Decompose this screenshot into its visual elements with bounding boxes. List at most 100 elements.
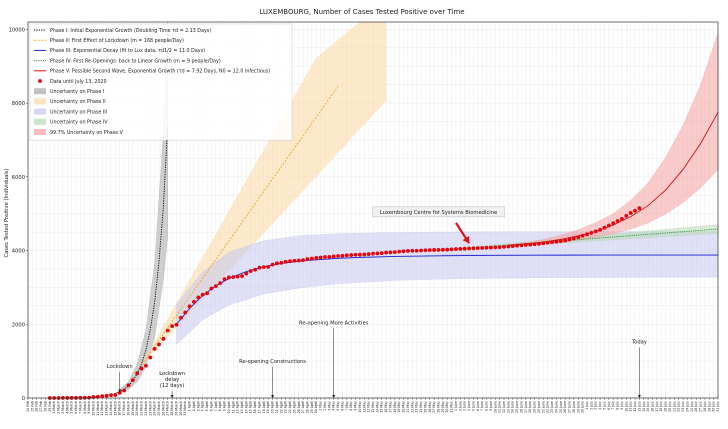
x-tick-label: 21 May — [406, 401, 410, 413]
x-tick-label: 19 May — [397, 401, 401, 413]
data-points — [47, 206, 642, 400]
x-tick-label: 4 April — [201, 401, 205, 411]
data-point — [279, 260, 284, 265]
data-point — [318, 255, 323, 260]
x-tick-label: 17 July — [655, 401, 659, 412]
x-tick-label: 7 July — [611, 401, 615, 410]
data-point — [419, 248, 423, 253]
chart-title: LUXEMBOURG, Number of Cases Tested Posit… — [259, 8, 464, 16]
x-tick-label: 31 July — [716, 401, 720, 412]
axes: 24 Feb 25 Feb 26 Feb 27 Feb 28 Feb 29 Feb 1 Ma… — [8, 21, 720, 416]
x-tick-label: 5 May — [336, 401, 340, 411]
x-tick-label: 30 June — [581, 401, 585, 413]
data-point — [117, 390, 122, 395]
annotation-arrowhead — [170, 395, 174, 398]
data-point — [571, 236, 576, 241]
x-tick-label: 26 April — [297, 401, 301, 413]
data-point — [371, 251, 375, 256]
x-tick-label: 12 June — [502, 401, 506, 413]
x-tick-label: 1 July — [585, 401, 589, 410]
data-point — [266, 264, 271, 269]
annotation-line: Today — [631, 339, 647, 345]
data-point — [314, 255, 319, 260]
data-point — [336, 254, 340, 258]
y-tick-label: 4000 — [12, 249, 25, 255]
x-tick-label: 2 March — [57, 401, 61, 414]
x-tick-label: 18 July — [659, 401, 663, 412]
x-tick-label: 24 March — [153, 401, 157, 416]
annotation-line: Lockdown — [159, 371, 185, 377]
watermark: Luxembourg Centre for Systems Biomedicin… — [372, 206, 505, 218]
data-point — [157, 342, 161, 347]
x-tick-label: 17 April — [257, 401, 261, 413]
legend-label: Phase I: Initial Exponential Growth (Dou… — [50, 28, 211, 34]
data-point — [135, 371, 140, 376]
data-point — [240, 274, 244, 278]
x-tick-label: 7 May — [345, 401, 349, 411]
x-tick-label: 23 June — [550, 401, 554, 413]
legend-label: Data until July 13, 2020 — [50, 79, 107, 85]
x-tick-label: 18 May — [393, 401, 397, 413]
data-point — [558, 239, 563, 244]
data-point — [213, 284, 218, 289]
data-point — [209, 286, 214, 291]
data-point — [620, 216, 624, 221]
x-tick-label: 4 July — [598, 401, 602, 410]
annotation-line: (12 days) — [160, 383, 185, 389]
x-tick-label: 6 May — [340, 401, 344, 411]
legend-label: 99.7% Uncertainty on Phase V — [50, 130, 124, 136]
x-tick-label: 21 July — [672, 401, 676, 412]
data-point — [414, 248, 419, 253]
x-tick-label: 22 June — [546, 401, 550, 413]
data-point — [218, 281, 223, 286]
x-tick-label: 24 Feb — [26, 401, 30, 412]
x-tick-label: 16 March — [118, 401, 122, 416]
x-tick-label: 2 July — [589, 401, 593, 410]
data-point — [148, 355, 153, 360]
data-point — [309, 256, 314, 261]
data-point — [489, 245, 493, 250]
data-point — [506, 244, 511, 249]
data-point — [480, 246, 485, 250]
x-tick-label: 7 June — [480, 401, 484, 411]
x-tick-label: 26 Feb — [35, 401, 39, 412]
annotation-arrowhead — [271, 395, 275, 398]
data-point — [327, 254, 332, 259]
x-tick-label: 8 July — [616, 401, 620, 410]
data-point — [253, 267, 257, 272]
data-point — [554, 239, 559, 244]
y-tick-label: 0 — [22, 396, 25, 402]
data-point — [235, 274, 240, 279]
x-tick-label: 23 March — [148, 401, 152, 416]
x-tick-label: 22 March — [144, 401, 148, 416]
x-tick-label: 6 July — [607, 401, 611, 410]
x-tick-label: 13 May — [371, 401, 375, 413]
x-tick-label: 10 May — [358, 401, 362, 413]
data-point — [301, 258, 306, 262]
data-point — [475, 246, 480, 251]
data-point — [226, 275, 231, 280]
data-point — [484, 245, 489, 250]
data-point — [585, 232, 589, 237]
legend-label: Uncertainty on Phase IV — [50, 120, 108, 126]
x-tick-label: 11 May — [362, 401, 366, 413]
x-tick-label: 19 April — [266, 401, 270, 413]
legend-label: Phase V: Possible Second Wave, Exponenti… — [50, 69, 270, 75]
x-tick-label: 5 July — [602, 401, 606, 410]
data-point — [545, 240, 550, 245]
x-tick-label: 29 July — [707, 401, 711, 412]
data-point — [532, 242, 537, 247]
x-tick-label: 20 March — [135, 401, 139, 416]
x-tick-label: 2 April — [192, 401, 196, 411]
data-point — [471, 246, 476, 251]
x-tick-label: 23 May — [415, 401, 419, 413]
data-point — [122, 388, 126, 393]
x-tick-label: 25 May — [423, 401, 427, 413]
data-point — [384, 250, 389, 255]
x-tick-label: 16 April — [253, 401, 257, 413]
x-tick-label: 7 March — [78, 401, 82, 414]
x-tick-label: 28 July — [703, 401, 707, 412]
legend: Phase I: Initial Exponential Growth (Dou… — [29, 23, 293, 141]
x-tick-label: 8 April — [218, 401, 222, 411]
